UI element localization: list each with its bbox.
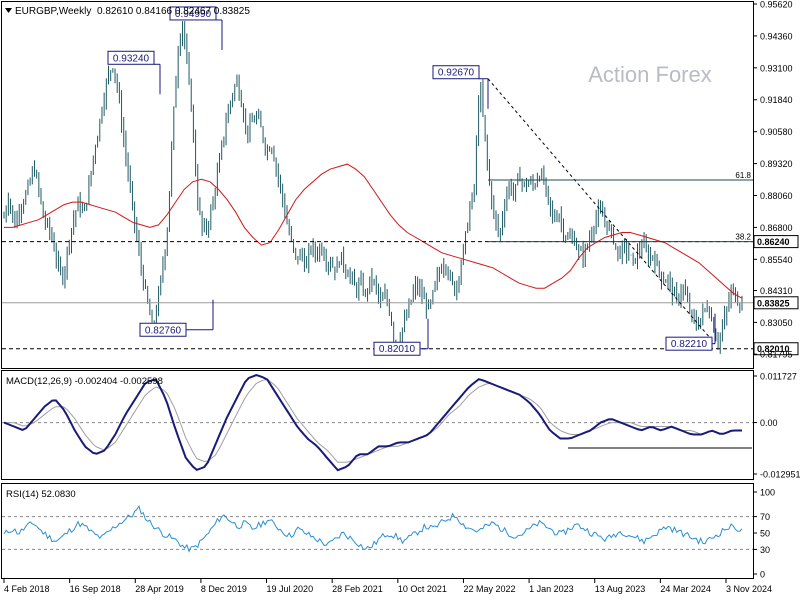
price-annotation-box (373, 341, 421, 356)
price-y-tick-label: 0.89320 (760, 159, 793, 169)
fib-level-label: 61.8 (735, 171, 751, 180)
rsi-y-tick-label: 0 (760, 570, 765, 580)
x-tick-label: 24 Mar 2024 (660, 584, 711, 594)
price-y-tick-label: 0.83050 (760, 318, 793, 328)
watermark: Action Forex (588, 62, 712, 87)
rsi-y-tick-label: 70 (760, 512, 770, 522)
price-y-tick-label: 0.91840 (760, 95, 793, 105)
price-annotation-box (107, 50, 155, 65)
x-tick-label: 3 Nov 2024 (726, 584, 772, 594)
price-panel (1, 1, 754, 369)
rsi-panel (1, 483, 754, 579)
x-tick-label: 8 Dec 2019 (201, 584, 247, 594)
x-tick-label: 19 Jul 2020 (267, 584, 314, 594)
price-y-tick-label: 0.84310 (760, 286, 793, 296)
price-y-tick-label: 0.94360 (760, 31, 793, 41)
price-annotation-label: 0.93240 (113, 53, 150, 64)
price-annotation-box (665, 336, 713, 351)
rsi-line (3, 504, 743, 553)
price-annotation-label: 0.82210 (671, 339, 708, 350)
current-price-label: 0.83825 (757, 298, 790, 308)
x-tick-label: 10 Oct 2021 (398, 584, 447, 594)
x-tick-label: 22 May 2022 (463, 584, 515, 594)
price-y-tick-label: 0.81795 (760, 350, 793, 360)
price-annotation-label: 0.94990 (175, 9, 212, 20)
price-y-tick-label: 0.93100 (760, 63, 793, 73)
ohlc-label: 0.82610 0.84166 0.82467 0.83825 (97, 6, 250, 17)
dropdown-triangle-icon[interactable] (5, 8, 12, 13)
macd-y-tick-label: 0.00 (760, 418, 778, 428)
x-tick-label: 16 Sep 2018 (70, 584, 121, 594)
macd-y-tick-label: -0.012951 (760, 470, 800, 480)
price-annotation-box (432, 65, 480, 80)
support-level-label: 0.86240 (757, 237, 790, 247)
macd-panel (1, 370, 754, 480)
rsi-y-tick-label: 30 (760, 545, 770, 555)
x-tick-label: 4 Feb 2018 (4, 584, 50, 594)
price-y-tick-label: 0.86800 (760, 223, 793, 233)
rsi-title: RSI(14) 52.0830 (6, 489, 76, 500)
macd-title: MACD(12,26,9) -0.002404 -0.002598 (6, 376, 163, 387)
x-tick-label: 1 Jan 2023 (529, 584, 574, 594)
x-tick-label: 13 Aug 2023 (595, 584, 646, 594)
current-price-box (753, 296, 799, 310)
x-tick-label: 28 Apr 2019 (135, 584, 184, 594)
price-y-tick-label: 0.88060 (760, 191, 793, 201)
support-level-box (753, 235, 799, 249)
price-annotation-box (169, 6, 217, 21)
rsi-y-tick-label: 50 (760, 529, 770, 539)
fib-trend-line (487, 78, 716, 345)
x-tick-label: 28 Feb 2021 (332, 584, 383, 594)
bottom-level-box (753, 342, 799, 356)
bottom-level-label: 0.82010 (757, 344, 790, 354)
moving-average-line (4, 163, 743, 299)
price-annotation-label: 0.82010 (379, 344, 416, 355)
price-y-tick-label: 0.90580 (760, 127, 793, 137)
price-annotation-box (139, 322, 187, 337)
macd-main-line (3, 374, 742, 472)
price-annotation-label: 0.92670 (438, 68, 475, 79)
rsi-y-tick-label: 100 (760, 488, 775, 498)
macd-y-tick-label: 0.011727 (760, 372, 797, 382)
fib-level-label: 38.2 (735, 233, 751, 242)
price-annotation-label: 0.82760 (145, 325, 182, 336)
symbol-label: EURGBP,Weekly (15, 6, 91, 17)
price-y-tick-label: 0.85540 (760, 255, 793, 265)
price-y-tick-label: 0.95620 (760, 0, 793, 10)
